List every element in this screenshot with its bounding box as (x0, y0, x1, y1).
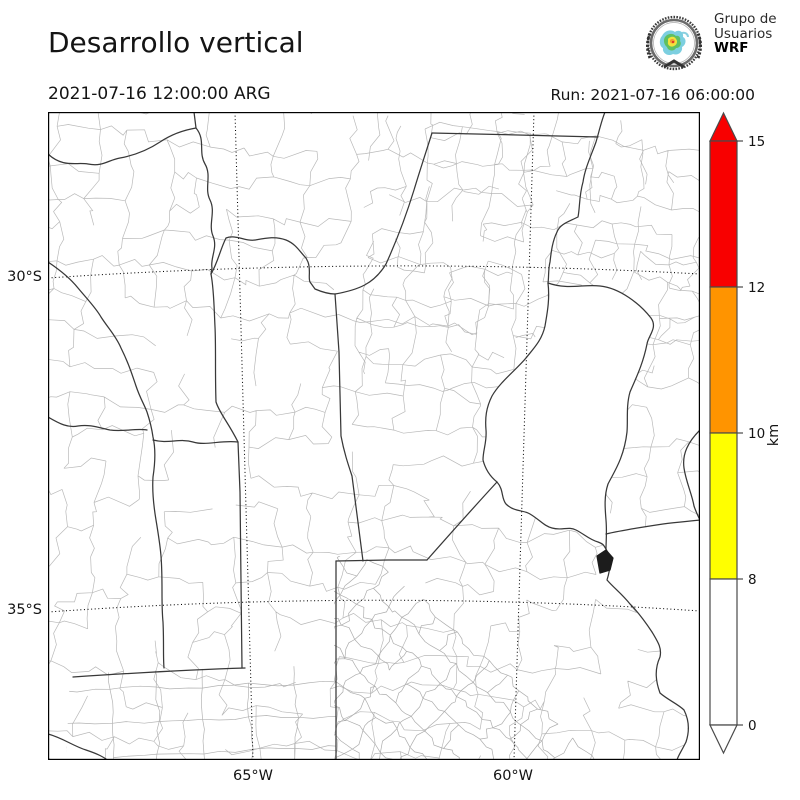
wrf-users-group-logo: Grupo de Usuarios WRF (638, 6, 800, 78)
colorbar-extend-under-arrow (709, 724, 738, 755)
logo-emblem-icon (646, 15, 702, 71)
page-title: Desarrollo vertical (48, 26, 304, 59)
gridline-35s (48, 599, 700, 613)
la-pampa-grid-layer (66, 665, 336, 760)
map-panel (48, 112, 700, 760)
colorbar-svg: 15 12 10 8 0 km (709, 111, 782, 755)
lat-tick-35s: 35°S (7, 602, 42, 618)
colorbar-tick-0: 0 (748, 718, 757, 734)
graticule-layer (48, 112, 700, 760)
colorbar-tick-10: 10 (748, 426, 765, 442)
water-layer (483, 283, 700, 760)
logo-line3: WRF (714, 40, 749, 56)
colorbar-segment-10-12 (709, 286, 738, 434)
lat-tick-30s: 30°S (7, 269, 42, 285)
colorbar-unit-label: km (766, 424, 782, 447)
colorbar-segment-8-10 (709, 432, 738, 580)
logo-line1: Grupo de (714, 11, 777, 27)
gridline-60w (513, 112, 535, 760)
province-boundaries-layer (48, 112, 700, 760)
gridline-65w (234, 112, 254, 760)
buenos-aires-partidos-layer (334, 508, 688, 760)
lon-tick-60w: 60°W (492, 768, 534, 784)
map-frame (48, 112, 700, 760)
model-run-label: Run: 2021-07-16 06:00:00 (550, 86, 756, 104)
colorbar-tick-8: 8 (748, 572, 757, 588)
buenos-aires-city-area (596, 549, 614, 574)
colorbar-segment-12-15 (709, 140, 738, 288)
logo-text: Grupo de Usuarios WRF (714, 12, 777, 56)
colorbar-tick-15: 15 (748, 134, 765, 150)
gridline-30s (48, 265, 700, 279)
lon-tick-65w: 65°W (232, 768, 274, 784)
argentina-map (48, 112, 700, 760)
colorbar: 15 12 10 8 0 km (706, 105, 798, 765)
colorbar-tick-12: 12 (748, 280, 765, 296)
valid-time-label: 2021-07-16 12:00:00 ARG (48, 84, 271, 104)
colorbar-extend-over-arrow (709, 111, 738, 142)
colorbar-segment-0-8 (709, 578, 738, 726)
logo-line2: Usuarios (714, 25, 773, 42)
department-boundaries-layer (48, 112, 700, 760)
